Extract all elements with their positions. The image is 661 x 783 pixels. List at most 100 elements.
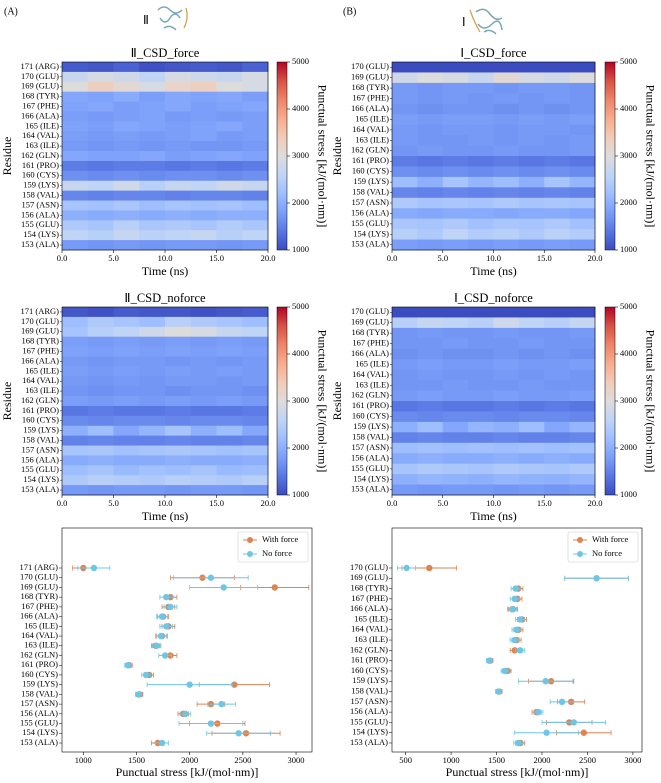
heatmap-cell <box>518 156 545 167</box>
heatmap-cell <box>87 190 114 201</box>
heatmap-cell <box>216 346 243 357</box>
heatmap-cell <box>417 103 444 115</box>
heatmap-cell <box>62 336 89 347</box>
x-tick-label: 5.0 <box>437 498 448 508</box>
heatmap-cell <box>518 359 545 371</box>
heatmap-cell <box>87 101 114 112</box>
heatmap-cell <box>544 474 571 485</box>
heatmap-cell <box>216 396 243 407</box>
x-tick-label: 15.0 <box>209 498 224 508</box>
heatmap-cell <box>417 484 444 496</box>
heatmap-cell <box>242 160 269 172</box>
heatmap-cell <box>87 180 114 192</box>
heatmap-cell <box>216 170 243 182</box>
heatmap-cell <box>518 317 545 329</box>
heatmap-cell <box>216 62 243 73</box>
heatmap-cell <box>190 346 217 357</box>
heatmap-cell <box>493 327 520 339</box>
heatmap-cell <box>190 405 217 417</box>
heatmap-cell <box>62 366 89 377</box>
heatmap-cell <box>113 415 140 427</box>
heatmap-cell <box>493 432 520 444</box>
heatmap-cell <box>139 425 166 437</box>
dot <box>403 564 410 572</box>
y-tick-label: 159 (LYS) <box>353 421 389 431</box>
y-tick-label: 157 (ASN) <box>20 698 58 708</box>
heatmap-cell <box>242 230 269 241</box>
heatmap-cell <box>468 442 494 454</box>
heatmap-cell <box>544 166 571 178</box>
heatmap-cell <box>468 135 494 146</box>
heatmap-cell <box>417 166 444 178</box>
legend-label: With force <box>592 534 628 544</box>
heatmap-cell <box>544 82 571 94</box>
heatmap-cell <box>392 156 418 167</box>
x-tick-label: 5.0 <box>108 498 119 508</box>
heatmap-cell <box>190 445 217 456</box>
heatmap-cell <box>468 338 494 350</box>
heatmap-cell <box>544 327 571 339</box>
heatmap-cell <box>544 369 571 381</box>
heatmap-cell <box>139 200 166 211</box>
heatmap-cell <box>518 239 545 251</box>
y-tick-label: 168 (TYR) <box>350 583 388 593</box>
heatmap-cell <box>87 346 114 357</box>
heatmap-cell <box>242 170 269 182</box>
dot <box>157 632 165 640</box>
heatmap-cell <box>544 380 571 391</box>
heatmap-cell <box>468 327 494 339</box>
heatmap-cell <box>442 166 469 178</box>
heatmap-cell <box>468 453 494 465</box>
heatmap-cell <box>113 111 140 122</box>
heatmap-cell <box>165 356 192 367</box>
heatmap-cell <box>518 327 545 339</box>
heatmap-cell <box>442 156 469 167</box>
y-tick-label: 163 (ILE) <box>25 140 59 150</box>
heatmap-cell <box>87 405 114 417</box>
y-tick-label: 169 (GLU) <box>351 317 389 327</box>
heatmap-cell <box>190 230 217 241</box>
heatmap-cell <box>113 81 140 93</box>
heatmap-cell <box>165 455 192 466</box>
dot <box>186 681 193 688</box>
y-tick-label: 155 (GLU) <box>20 718 58 728</box>
heatmap-cell <box>139 62 166 73</box>
x-tick-label: 5.0 <box>108 253 119 263</box>
heatmap-cell <box>242 485 269 496</box>
heatmap-cell <box>216 405 243 417</box>
heatmap-cell <box>165 71 192 83</box>
heatmap-cell <box>139 445 166 456</box>
y-tick-label: 171 (ARG) <box>21 306 60 316</box>
heatmap-cell <box>544 338 571 350</box>
x-axis-label: Time (ns) <box>470 264 517 278</box>
y-tick-label: 167 (PHE) <box>22 345 59 355</box>
heatmap-cell <box>442 442 469 454</box>
heatmap-cell <box>113 425 140 437</box>
heatmap-cell <box>87 240 114 251</box>
colorbar-tick-label: 3000 <box>292 150 309 160</box>
dot <box>570 719 578 726</box>
heatmap-cell <box>518 62 545 73</box>
heatmap-cell <box>442 390 469 402</box>
y-tick-label: 169 (GLU) <box>350 572 388 582</box>
y-axis-label: Residue <box>330 137 344 176</box>
heatmap-cell <box>139 111 166 122</box>
colorbar-tick-label: 5000 <box>620 301 637 311</box>
colorbar-tick-label: 2000 <box>620 197 637 207</box>
heatmap-cell <box>493 72 520 84</box>
heatmap-cell <box>442 463 469 475</box>
heatmap-cell <box>113 190 140 201</box>
heatmap-cell <box>544 187 571 199</box>
colorbar-tick-label: 1000 <box>620 489 637 499</box>
heatmap-cell <box>493 401 520 412</box>
heatmap-cell <box>139 386 166 397</box>
y-tick-label: 159 (LYS) <box>23 425 59 435</box>
heatmap-cell <box>417 239 444 251</box>
x-tick-label: 10.0 <box>158 498 173 508</box>
x-tick-label: 20.0 <box>588 498 603 508</box>
heatmap-cell <box>113 91 140 102</box>
heatmap-cell <box>392 327 418 339</box>
x-tick-label: 20.0 <box>261 498 276 508</box>
heatmap-cell <box>392 411 418 423</box>
heatmap-cell <box>392 442 418 454</box>
